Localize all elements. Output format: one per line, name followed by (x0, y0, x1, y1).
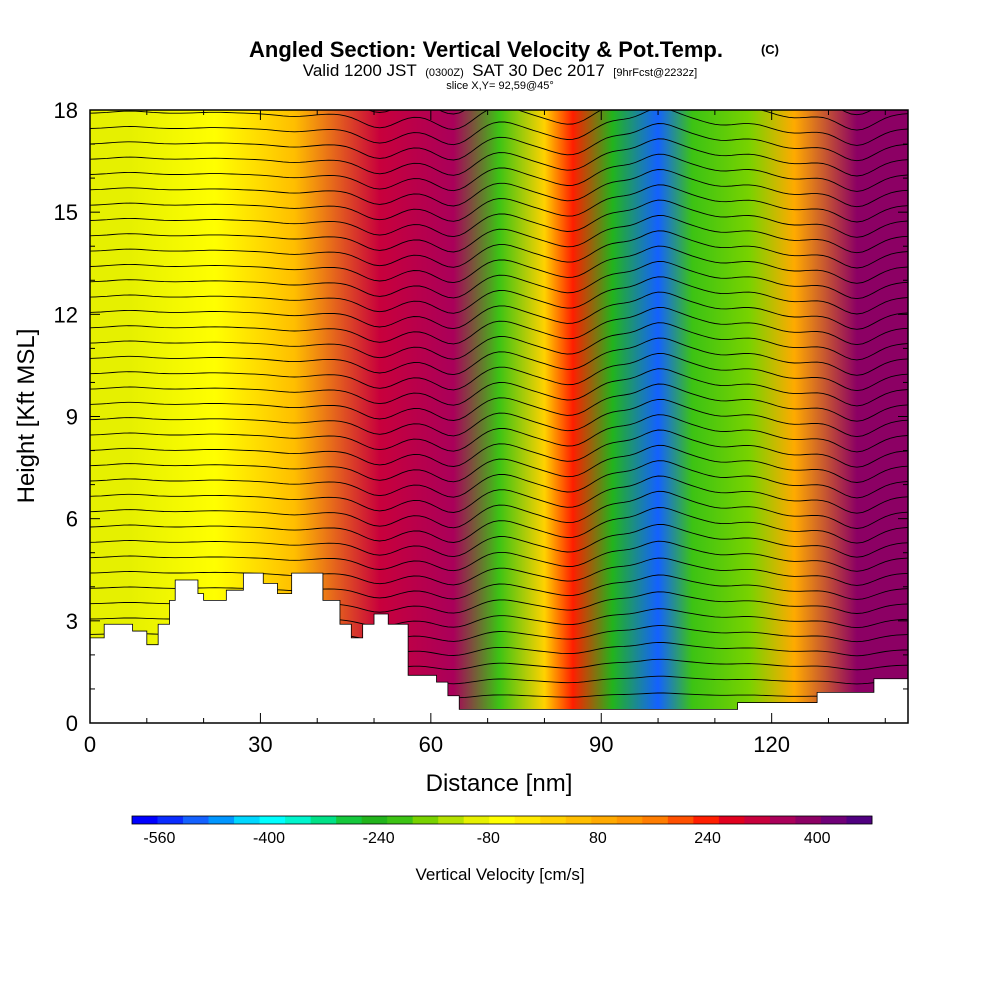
pot-temp-contour (90, 337, 908, 376)
chart-title: Angled Section: Vertical Velocity & Pot.… (249, 37, 723, 62)
pot-temp-contour (90, 322, 908, 361)
colorbar-swatch (642, 816, 669, 824)
pot-temp-contour (90, 383, 908, 422)
colorbar-swatch (463, 816, 490, 824)
pot-temp-contour (90, 368, 908, 407)
x-axis: 0 30 60 90 120 (84, 110, 886, 757)
colorbar-swatch (591, 816, 618, 824)
colorbar-frame (131, 815, 873, 825)
colorbar-swatch (846, 816, 873, 824)
pot-temp-contour (90, 507, 908, 544)
x-tick-label: 120 (753, 732, 790, 757)
colorbar-tick-label: -240 (363, 830, 395, 847)
pot-temp-contour (90, 574, 908, 600)
x-tick-label: 60 (419, 732, 443, 757)
colorbar-tick-label: -80 (477, 830, 500, 847)
pot-temp-contour (90, 199, 908, 238)
pot-temp-contour (90, 291, 908, 330)
y-tick-label: 9 (66, 405, 78, 430)
colorbar-tick-label: -400 (253, 830, 285, 847)
colorbar-swatch (183, 816, 209, 824)
colorbar-swatch (693, 816, 720, 824)
colorbar-swatch (234, 816, 260, 824)
pot-temp-contour (90, 184, 908, 223)
pot-temp-contour (90, 169, 908, 208)
colorbar-swatch (310, 816, 337, 824)
colorbar-swatch (412, 816, 439, 824)
colorbar-swatch (616, 816, 643, 824)
y-tick-label: 12 (54, 302, 78, 327)
pot-temp-contour (90, 230, 908, 269)
x-tick-label: 0 (84, 732, 96, 757)
pot-temp-contour (90, 557, 908, 586)
colorbar-swatch (336, 816, 363, 824)
colorbar-swatch (667, 816, 694, 824)
colorbar-swatch (744, 816, 771, 824)
pot-temp-contour (90, 110, 908, 146)
pot-temp-contour (90, 414, 908, 453)
colorbar: -560 -400 -240 -80 80 240 400 (131, 815, 873, 847)
plot-area (90, 110, 908, 723)
colorbar-swatch (285, 816, 312, 824)
colorbar-swatch (157, 816, 184, 824)
colorbar-tick-label: -560 (143, 830, 175, 847)
colorbar-tick-label: 240 (694, 830, 721, 847)
colorbar-swatch (361, 816, 388, 824)
pot-temp-contour (90, 138, 908, 177)
colorbar-swatch (489, 816, 516, 824)
colorbar-swatch (387, 816, 414, 824)
colorbar-swatch (718, 816, 745, 824)
colorbar-swatch (795, 816, 822, 824)
valid-prefix: Valid 1200 JST (303, 61, 417, 80)
colorbar-swatch (208, 816, 235, 824)
terrain (90, 572, 908, 723)
y-tick-label: 0 (66, 711, 78, 736)
colorbar-swatch (259, 816, 286, 824)
y-tick-label: 3 (66, 609, 78, 634)
pot-temp-contour (90, 475, 908, 514)
pot-temp-contour (90, 490, 908, 529)
x-axis-label: Distance [nm] (426, 770, 573, 797)
x-tick-label: 30 (248, 732, 272, 757)
y-axis-label: Height [Kft MSL] (13, 329, 40, 504)
colorbar-swatch (540, 816, 567, 824)
pot-temp-contour (90, 398, 908, 438)
chart-title-suffix: (C) (761, 42, 779, 57)
y-axis: 0 3 6 9 12 15 18 (54, 98, 908, 736)
colorbar-swatch (132, 816, 158, 824)
pot-temp-contour (90, 260, 908, 300)
colorbar-swatch (769, 816, 796, 824)
pot-temp-contour (90, 540, 908, 572)
y-tick-label: 6 (66, 507, 78, 532)
pot-temp-contour (90, 245, 908, 284)
pot-temp-contour (90, 153, 908, 192)
valid-date: SAT 30 Dec 2017 (472, 61, 605, 80)
chart-subtitle: Valid 1200 JST (0300Z) SAT 30 Dec 2017 [… (303, 61, 697, 80)
pot-temp-contour (90, 429, 908, 468)
slice-info: slice X,Y= 92,59@45° (446, 80, 554, 92)
pot-temp-contour (90, 276, 908, 315)
colorbar-label: Vertical Velocity [cm/s] (415, 865, 584, 884)
colorbar-swatch (820, 816, 847, 824)
pot-temp-contour (90, 215, 908, 254)
y-tick-label: 15 (54, 200, 78, 225)
valid-forecast: [9hrFcst@2232z] (613, 67, 697, 79)
pot-temp-contour (90, 460, 908, 499)
x-tick-label: 90 (589, 732, 613, 757)
colorbar-tick-label: 80 (589, 830, 607, 847)
y-tick-label: 18 (54, 98, 78, 123)
colorbar-swatch (514, 816, 541, 824)
pot-temp-contour (90, 123, 908, 162)
pot-temp-contour (90, 444, 908, 483)
colorbar-tick-label: 400 (804, 830, 831, 847)
valid-zulu: (0300Z) (425, 67, 464, 79)
pot-temp-contour (90, 523, 908, 558)
colorbar-swatch (438, 816, 465, 824)
pot-temp-contour (90, 306, 908, 346)
colorbar-swatch (565, 816, 592, 824)
pot-temp-contour (90, 352, 908, 392)
